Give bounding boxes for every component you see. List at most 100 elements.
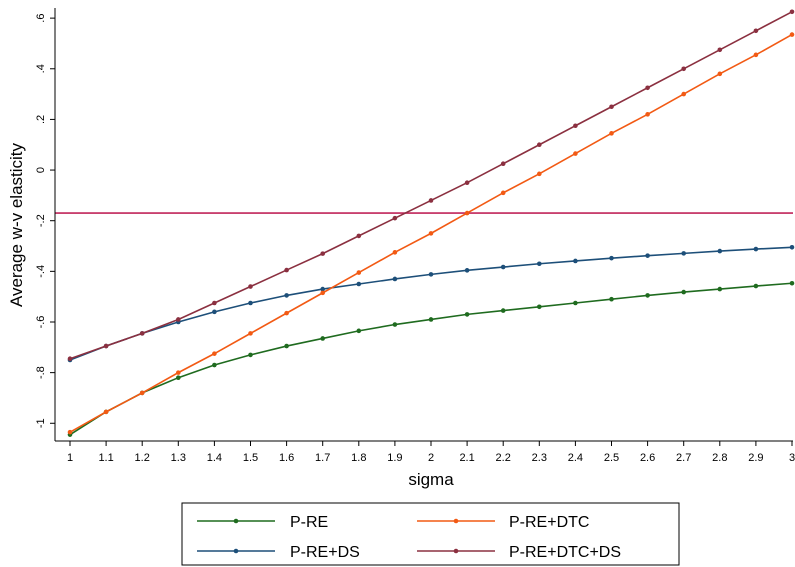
data-point-p-re-ds [717,248,723,254]
data-point-p-re-dtc-ds [320,251,326,256]
legend-marker [233,518,239,524]
data-point-p-re-ds [248,300,253,306]
data-point-p-re-dtc [67,429,73,435]
x-tick-label: 2.1 [459,452,474,464]
plot-area [55,8,793,441]
data-point-p-re-dtc-ds [284,267,289,273]
data-point-p-re-ds [753,246,759,252]
y-tick-label: -.6 [35,316,47,329]
y-tick-label: .2 [35,115,47,124]
axes-layer: -1 -.8 -.6 -.4 -.2 0 .2 .4 .6 1 1.1 1.2 1.3 1.4 1.5 1.6… [35,8,795,464]
x-tick-label: 2.5 [604,452,619,464]
data-point-p-re-dtc-ds [176,317,181,322]
y-tick-label: -.8 [35,366,47,379]
data-point-p-re-dtc [645,112,650,117]
data-point-p-re [717,286,723,292]
data-point-p-re-ds [464,268,470,273]
data-point-p-re [645,293,650,298]
y-tick-label: .6 [35,14,47,23]
data-point-p-re-ds [537,261,542,267]
data-point-p-re-dtc [464,210,470,216]
legend-marker [453,518,459,524]
legend-marker [233,548,239,554]
data-point-p-re [392,322,398,327]
data-point-p-re-dtc-ds [428,198,434,203]
data-point-p-re-ds [645,253,650,258]
data-point-p-re [681,289,686,295]
y-tick-label: 0 [35,167,47,173]
data-point-p-re [573,300,578,306]
data-point-p-re-ds [789,244,795,250]
x-axis-title: sigma [408,470,454,489]
data-point-p-re-dtc-ds [573,123,578,129]
data-point-p-re [428,317,434,322]
plot-layer [55,9,795,437]
y-tick-label: -.4 [35,265,47,278]
x-tick-label: 1.2 [135,452,150,464]
x-tick-label: 2.2 [496,452,511,464]
legend: P-RE P-RE+DTC P-RE+DS P-RE+DTC+DS [181,502,680,566]
data-point-p-re [212,362,217,368]
data-point-p-re-dtc [212,351,217,356]
x-tick-label: 1.8 [351,452,366,464]
data-point-p-re-ds [356,281,362,287]
data-point-p-re-dtc-ds [645,85,650,91]
data-point-p-re-ds [392,276,398,282]
data-point-p-re-ds [681,251,686,256]
data-point-p-re [500,308,506,313]
x-tick-label: 1.9 [387,452,402,464]
y-tick-label: -.2 [35,214,47,227]
data-point-p-re-dtc-ds [500,161,506,167]
data-point-p-re [537,304,542,310]
data-point-p-re-dtc [139,390,145,396]
legend-marker [453,548,459,554]
data-point-p-re-dtc-ds [248,284,253,289]
legend-label: P-RE+DTC+DS [509,544,621,561]
data-point-p-re [176,375,181,380]
data-point-p-re-dtc [248,331,253,336]
legend-box [181,502,680,566]
data-point-p-re-ds [428,272,434,277]
data-point-p-re-dtc-ds [103,343,109,349]
data-point-p-re [609,296,614,302]
data-point-p-re-dtc-ds [609,104,614,110]
legend-label: P-RE+DS [290,544,360,561]
data-point-p-re-dtc-ds [356,233,362,239]
data-point-p-re-dtc-ds [392,215,398,221]
data-point-p-re-dtc-ds [464,180,470,186]
data-point-p-re [248,352,253,358]
data-point-p-re-ds [284,293,289,298]
data-point-p-re-dtc [176,370,181,375]
data-point-p-re-dtc [500,190,506,196]
data-point-p-re-dtc [609,131,614,136]
data-point-p-re-dtc [392,250,398,255]
x-tick-label: 1.5 [243,452,258,464]
data-point-p-re [284,343,289,349]
data-point-p-re-dtc-ds [537,142,542,148]
data-point-p-re-ds [609,255,614,261]
x-tick-label: 3 [789,452,795,464]
x-tick-label: 2.4 [568,452,583,464]
data-point-p-re [356,328,362,334]
data-point-p-re-dtc [717,71,723,77]
x-tick-label: 1.1 [98,452,113,464]
x-tick-label: 1.3 [171,452,186,464]
data-point-p-re-dtc [284,310,289,316]
x-tick-label: 2.7 [676,452,691,464]
y-tick-label: -1 [35,418,47,428]
data-point-p-re-dtc [753,52,759,58]
data-point-p-re-dtc [789,32,795,37]
data-point-p-re-dtc [103,409,109,415]
x-tick-label: 1.7 [315,452,330,464]
data-point-p-re-ds [320,286,326,292]
x-tick-label: 2.8 [712,452,727,464]
data-point-p-re-dtc-ds [681,66,686,72]
data-point-p-re [464,312,470,317]
y-axis-title: Average w-v elasticity [7,142,26,307]
x-tick-label: 1.6 [279,452,294,464]
data-point-p-re-dtc [573,151,578,156]
data-point-p-re-dtc-ds [753,28,759,34]
x-tick-label: 1.4 [207,452,222,464]
data-point-p-re-dtc [428,231,434,236]
